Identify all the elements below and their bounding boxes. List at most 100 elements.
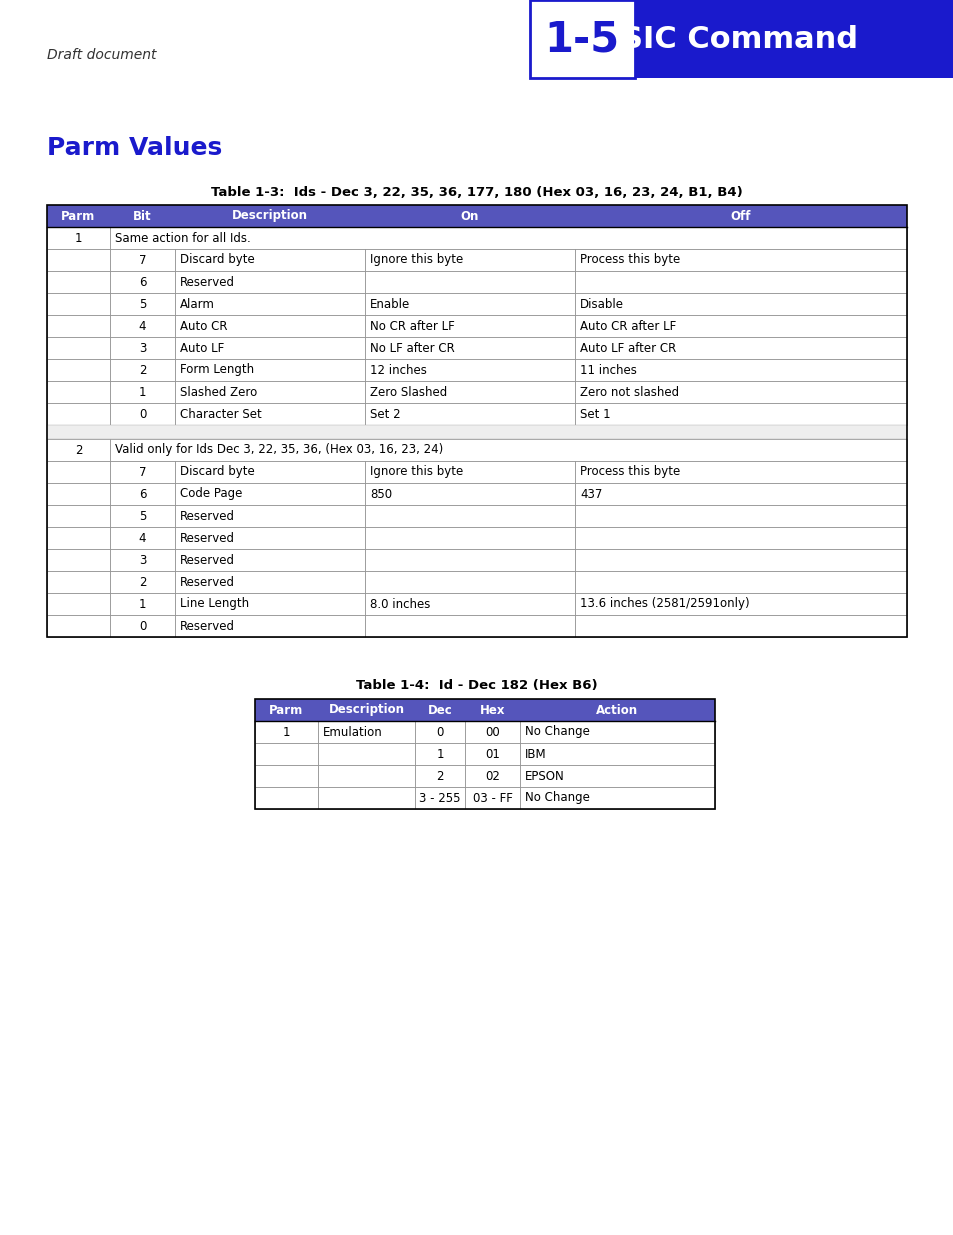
Text: Auto CR: Auto CR [180, 320, 227, 332]
Bar [254, 699, 714, 721]
Bar [365, 249, 575, 270]
Text: EPSON: EPSON [524, 769, 564, 783]
Text: 03 - FF: 03 - FF [472, 792, 512, 804]
Bar [174, 382, 365, 403]
Text: Form Length: Form Length [180, 363, 253, 377]
Text: Bit: Bit [133, 210, 152, 222]
Text: Set 1: Set 1 [579, 408, 610, 420]
Bar [47, 593, 110, 615]
Bar [174, 403, 365, 425]
Bar [365, 382, 575, 403]
Bar [110, 483, 174, 505]
Text: Slashed Zero: Slashed Zero [180, 385, 257, 399]
Text: Process this byte: Process this byte [579, 466, 679, 478]
Bar [47, 227, 110, 249]
Text: Line Length: Line Length [180, 598, 249, 610]
Bar [575, 293, 906, 315]
Text: No Change: No Change [524, 725, 589, 739]
Bar [365, 527, 575, 550]
Bar [174, 315, 365, 337]
Bar [47, 483, 110, 505]
Bar [174, 359, 365, 382]
Bar [47, 527, 110, 550]
Bar [530, 0, 953, 78]
Bar [174, 615, 365, 637]
Bar [464, 721, 519, 743]
Text: 2: 2 [436, 769, 443, 783]
Bar [575, 270, 906, 293]
Text: 6: 6 [138, 488, 146, 500]
Text: No CR after LF: No CR after LF [370, 320, 455, 332]
Text: Reserved: Reserved [180, 531, 234, 545]
Bar [317, 764, 415, 787]
Text: 00: 00 [485, 725, 499, 739]
Text: Auto CR after LF: Auto CR after LF [579, 320, 676, 332]
Text: Ignore this byte: Ignore this byte [370, 466, 463, 478]
Text: 3: 3 [139, 342, 146, 354]
Text: 850: 850 [370, 488, 392, 500]
Text: On: On [460, 210, 478, 222]
Text: 1: 1 [282, 725, 290, 739]
Text: Set 2: Set 2 [370, 408, 400, 420]
Text: 1: 1 [74, 231, 82, 245]
Bar [575, 382, 906, 403]
Text: 3 - 255: 3 - 255 [418, 792, 460, 804]
Bar [575, 315, 906, 337]
Bar [174, 571, 365, 593]
Text: Emulation: Emulation [323, 725, 382, 739]
Text: Process this byte: Process this byte [579, 253, 679, 267]
Bar [575, 359, 906, 382]
Bar [47, 205, 906, 227]
Bar [110, 461, 174, 483]
Text: Reserved: Reserved [180, 510, 234, 522]
Bar [110, 505, 174, 527]
Bar [47, 249, 110, 270]
Text: Disable: Disable [579, 298, 623, 310]
Text: 13.6 inches (2581/2591only): 13.6 inches (2581/2591only) [579, 598, 749, 610]
Bar [174, 550, 365, 571]
Bar [317, 743, 415, 764]
Bar [575, 505, 906, 527]
Text: 0: 0 [139, 620, 146, 632]
Bar [464, 787, 519, 809]
Bar [47, 550, 110, 571]
Text: Code Page: Code Page [180, 488, 242, 500]
Text: 6: 6 [138, 275, 146, 289]
Bar [365, 461, 575, 483]
Text: No LF after CR: No LF after CR [370, 342, 455, 354]
Bar [47, 382, 110, 403]
Bar [365, 293, 575, 315]
Bar [365, 403, 575, 425]
Bar [575, 461, 906, 483]
Text: Dec: Dec [427, 704, 452, 716]
Bar [365, 270, 575, 293]
Bar [47, 505, 110, 527]
Text: Description: Description [232, 210, 308, 222]
Bar [575, 527, 906, 550]
Text: 0: 0 [436, 725, 443, 739]
Bar [110, 550, 174, 571]
Bar [174, 593, 365, 615]
Text: 5: 5 [139, 510, 146, 522]
Bar [365, 337, 575, 359]
Bar [110, 403, 174, 425]
Bar [174, 461, 365, 483]
Text: Auto LF: Auto LF [180, 342, 224, 354]
Bar [174, 293, 365, 315]
Text: 4: 4 [138, 531, 146, 545]
Bar [365, 483, 575, 505]
Text: Character Set: Character Set [180, 408, 261, 420]
Bar [575, 615, 906, 637]
Text: Zero not slashed: Zero not slashed [579, 385, 679, 399]
Bar [110, 359, 174, 382]
Text: Table 1-4:  Id - Dec 182 (Hex B6): Table 1-4: Id - Dec 182 (Hex B6) [355, 678, 598, 692]
Text: Alarm: Alarm [180, 298, 214, 310]
Text: 1: 1 [138, 385, 146, 399]
Text: Same action for all Ids.: Same action for all Ids. [115, 231, 251, 245]
Bar [575, 571, 906, 593]
Bar [47, 461, 110, 483]
Bar [110, 615, 174, 637]
Bar [415, 721, 464, 743]
Text: 5: 5 [139, 298, 146, 310]
Text: Description: Description [328, 704, 404, 716]
